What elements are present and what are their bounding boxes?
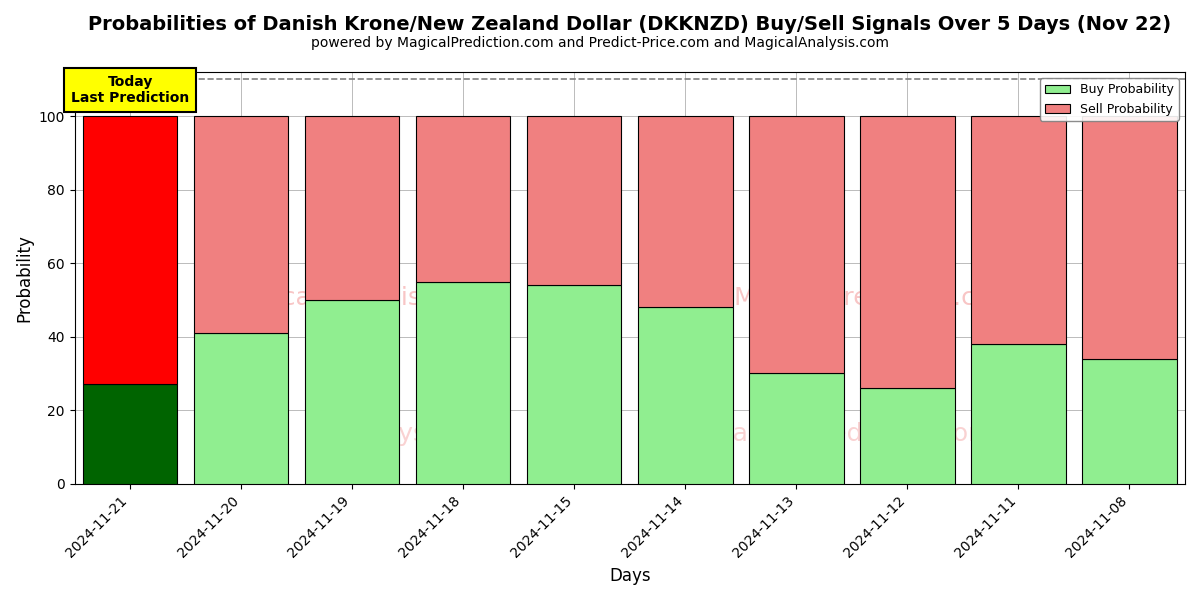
Bar — [1082, 116, 1177, 359]
Bar — [194, 333, 288, 484]
Bar — [860, 388, 955, 484]
Title: Probabilities of Danish Krone/New Zealand Dollar (DKKNZD) Buy/Sell Signals Over : Probabilities of Danish Krone/New Zealan… — [89, 16, 1171, 34]
Bar — [860, 116, 955, 388]
Legend: Buy Probability, Sell Probability: Buy Probability, Sell Probability — [1040, 78, 1178, 121]
Bar — [749, 373, 844, 484]
Bar — [83, 385, 178, 484]
Bar — [416, 116, 510, 281]
Bar — [194, 116, 288, 333]
Y-axis label: Probability: Probability — [16, 234, 34, 322]
Bar — [638, 116, 732, 307]
Bar — [527, 116, 622, 285]
Bar — [416, 281, 510, 484]
Bar — [305, 116, 400, 300]
Text: calAnalysis.com: calAnalysis.com — [307, 422, 508, 446]
Bar — [638, 307, 732, 484]
Bar — [527, 285, 622, 484]
Text: MagicalPrediction.com: MagicalPrediction.com — [733, 286, 1015, 310]
Text: MagicalAnalysis.com: MagicalAnalysis.com — [222, 286, 482, 310]
Bar — [971, 116, 1066, 344]
Bar — [749, 116, 844, 373]
Bar — [305, 300, 400, 484]
X-axis label: Days: Days — [610, 567, 650, 585]
Bar — [1082, 359, 1177, 484]
Bar — [971, 344, 1066, 484]
Text: powered by MagicalPrediction.com and Predict-Price.com and MagicalAnalysis.com: powered by MagicalPrediction.com and Pre… — [311, 36, 889, 50]
Text: Today
Last Prediction: Today Last Prediction — [71, 75, 190, 106]
Text: MagicalPrediction.com: MagicalPrediction.com — [712, 422, 992, 446]
Bar — [83, 116, 178, 385]
